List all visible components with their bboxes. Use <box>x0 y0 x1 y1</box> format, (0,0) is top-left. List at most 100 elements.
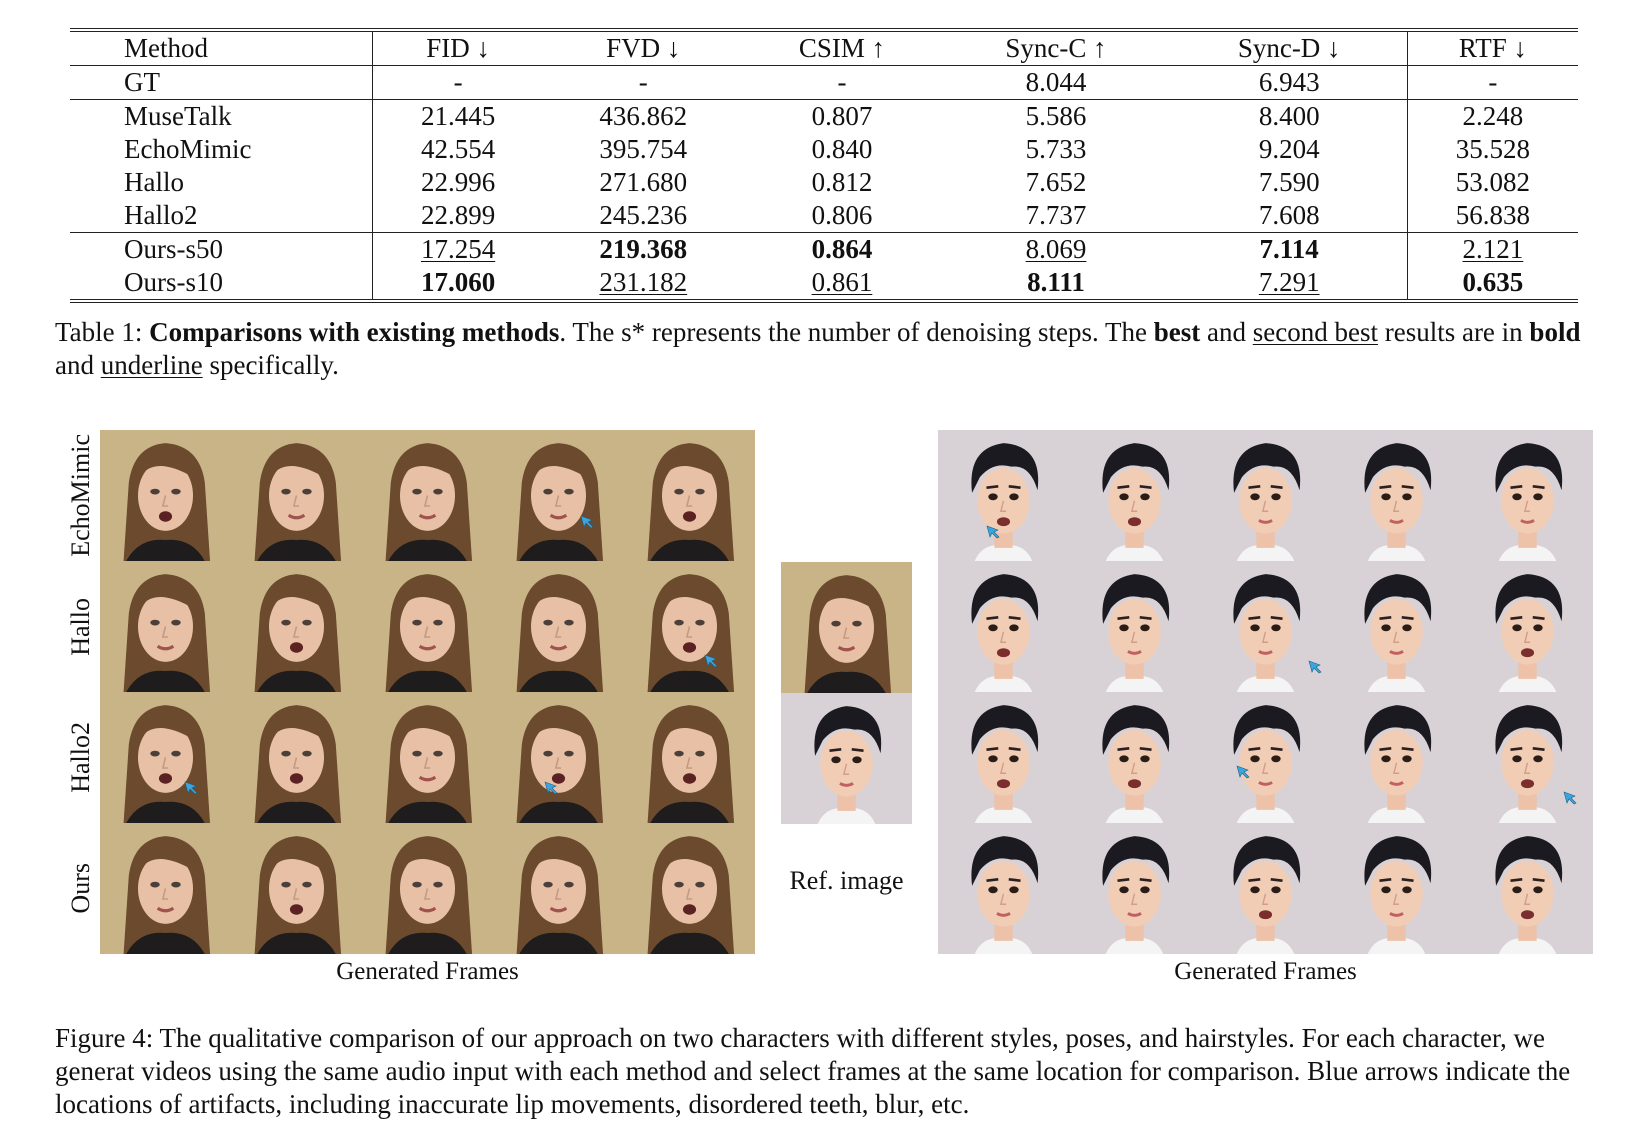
woman-frame <box>231 561 362 692</box>
value-cell: 5.733 <box>1025 134 1087 164</box>
value-cell: - <box>837 67 847 97</box>
value-cell: 22.899 <box>372 199 544 233</box>
artifact-arrow-icon <box>183 780 199 796</box>
man-frame <box>938 430 1069 561</box>
woman-frame <box>624 692 755 823</box>
header-fvd: FVD ↓ <box>606 33 681 63</box>
figure-caption: Figure 4: The qualitative comparison of … <box>55 1023 1571 1119</box>
woman-frame <box>362 823 493 954</box>
caption-text: specifically. <box>202 350 339 380</box>
woman-frame <box>493 692 624 823</box>
ref-image-label: Ref. image <box>789 866 904 895</box>
table-row: MuseTalk 21.445 436.862 0.807 5.586 8.40… <box>70 99 1578 133</box>
value-cell: 9.204 <box>1258 134 1320 164</box>
caption-text: . The s* represents the number of denois… <box>559 317 1154 347</box>
value-cell: 395.754 <box>599 134 688 164</box>
value-cell: 7.291 <box>1258 267 1320 297</box>
value-cell: 8.400 <box>1258 101 1320 131</box>
value-cell: 42.554 <box>372 133 544 166</box>
caption-second-best: second best <box>1252 317 1378 347</box>
value-cell: 7.652 <box>1025 167 1087 197</box>
woman-frame <box>362 430 493 561</box>
value-cell: 7.590 <box>1258 167 1320 197</box>
value-cell: 53.082 <box>1406 166 1578 199</box>
value-cell: - <box>372 65 544 100</box>
artifact-arrow-icon <box>1562 790 1578 806</box>
table-caption: Table 1: Comparisons with existing metho… <box>55 316 1605 382</box>
value-cell: 2.248 <box>1406 99 1578 133</box>
header-sync-c: Sync-C ↑ <box>1005 33 1107 63</box>
man-frame <box>1069 692 1200 823</box>
man-frame <box>938 823 1069 954</box>
woman-frame <box>231 692 362 823</box>
method-cell: EchoMimic <box>124 134 252 164</box>
man-frame <box>1331 430 1462 561</box>
header-csim: CSIM ↑ <box>798 33 886 63</box>
man-frame <box>938 561 1069 692</box>
caption-text: and <box>1200 317 1253 347</box>
header-fid: FID ↓ <box>372 30 544 66</box>
man-frame <box>1331 692 1462 823</box>
method-cell: GT <box>124 67 160 97</box>
row-label-hallo: Hallo <box>66 597 95 656</box>
man-frame <box>1462 692 1593 823</box>
table-header-row: Method FID ↓ FVD ↓ CSIM ↑ Sync-C ↑ Sync-… <box>70 30 1578 66</box>
value-cell: 21.445 <box>372 99 544 133</box>
value-cell: 6.943 <box>1258 67 1320 97</box>
generated-frames-label-right: Generated Frames <box>1174 958 1357 985</box>
method-cell: Ours-s10 <box>124 267 223 297</box>
value-cell: 0.812 <box>811 167 873 197</box>
woman-frame <box>100 561 231 692</box>
reference-image-woman <box>781 562 912 693</box>
value-cell: 7.608 <box>1258 200 1320 230</box>
header-rtf: RTF ↓ <box>1406 30 1578 66</box>
woman-frame <box>100 692 231 823</box>
woman-frame <box>231 430 362 561</box>
woman-frame <box>100 823 231 954</box>
man-frame <box>1069 430 1200 561</box>
reference-image-man <box>781 693 912 824</box>
value-cell: 17.060 <box>372 266 544 301</box>
value-cell: 219.368 <box>599 234 688 264</box>
artifact-arrow-icon <box>985 524 1001 540</box>
method-cell: Hallo <box>124 167 184 197</box>
artifact-arrow-icon <box>1235 764 1251 780</box>
woman-frame <box>493 430 624 561</box>
man-frame <box>1462 823 1593 954</box>
value-cell: 17.254 <box>372 232 544 266</box>
row-label-ours: Ours <box>66 863 95 914</box>
man-frame <box>1069 823 1200 954</box>
man-frame <box>1200 692 1331 823</box>
value-cell: 0.861 <box>811 267 873 297</box>
man-frame <box>1200 823 1331 954</box>
value-cell: 0.807 <box>811 101 873 131</box>
value-cell: 0.840 <box>811 134 873 164</box>
woman-frame <box>362 561 493 692</box>
value-cell: - <box>1406 65 1578 100</box>
generated-frames-label-left: Generated Frames <box>336 958 519 985</box>
man-frame <box>1462 561 1593 692</box>
artifact-arrow-icon <box>579 514 595 530</box>
woman-frames-grid <box>100 430 755 954</box>
method-cell: Hallo2 <box>124 200 198 230</box>
value-cell: 7.737 <box>1025 200 1087 230</box>
value-cell: 231.182 <box>599 267 688 297</box>
woman-frame <box>624 430 755 561</box>
caption-text: results are in <box>1377 317 1530 347</box>
caption-text: and <box>55 350 101 380</box>
woman-frame <box>624 823 755 954</box>
artifact-arrow-icon <box>703 653 719 669</box>
artifact-arrow-icon <box>1307 659 1323 675</box>
value-cell: 7.114 <box>1259 234 1319 264</box>
woman-frame <box>231 823 362 954</box>
woman-frame <box>493 823 624 954</box>
man-frame <box>1331 823 1462 954</box>
caption-best: best <box>1153 317 1201 347</box>
row-label-hallo2: Hallo2 <box>66 722 95 793</box>
woman-frame <box>362 692 493 823</box>
table-row: Hallo 22.996 271.680 0.812 7.652 7.590 5… <box>70 166 1578 199</box>
man-frame <box>938 692 1069 823</box>
table-row: GT - - - 8.044 6.943 - <box>70 65 1578 100</box>
table-row: Ours-s10 17.060 231.182 0.861 8.111 7.29… <box>70 266 1578 301</box>
row-label-echomimic: EchoMimic <box>66 434 95 557</box>
